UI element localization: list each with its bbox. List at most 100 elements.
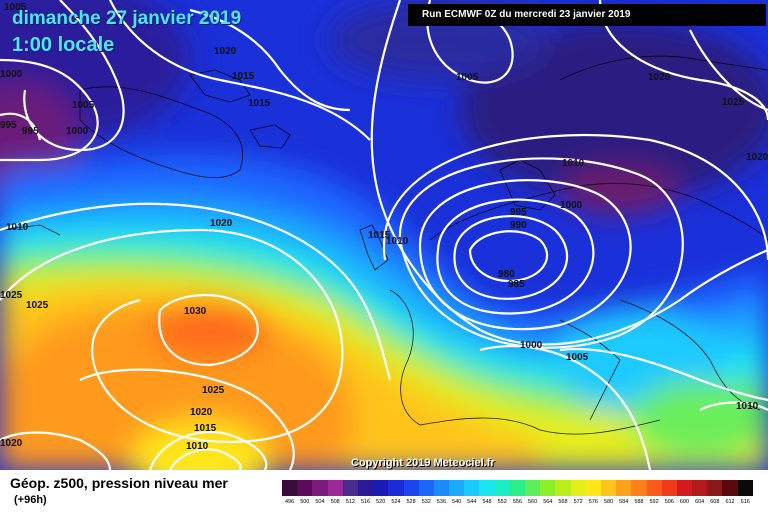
svg-text:1015: 1015 (194, 423, 217, 434)
color-scale-label: 512 (345, 499, 355, 505)
color-scale-label: 536 (436, 499, 447, 505)
svg-text:1010: 1010 (736, 401, 759, 412)
color-swatch (707, 480, 723, 496)
svg-text:1020: 1020 (0, 438, 23, 449)
color-scale-label: 604 (695, 499, 705, 505)
map-graphic: 1005 1000 995 995 1005 1000 1020 1015 10… (0, 0, 768, 470)
coastlines (0, 55, 768, 435)
color-scale-label: 516 (360, 499, 371, 505)
color-scale-label: 588 (634, 499, 644, 505)
svg-text:1020: 1020 (214, 46, 237, 57)
color-scale-label: 596 (664, 499, 674, 505)
map-title: Géop. z500, pression niveau mer (10, 475, 228, 491)
copyright-text: Copyright 2019 Meteociel.fr (351, 457, 495, 469)
color-scale-label: 496 (285, 499, 295, 505)
model-run-label: Run ECMWF 0Z du mercredi 23 janvier 2019 (408, 4, 766, 26)
color-swatch (433, 480, 450, 496)
weather-map: 1005 1000 995 995 1005 1000 1020 1015 10… (0, 0, 768, 470)
svg-text:1010: 1010 (386, 236, 409, 247)
color-swatch (676, 480, 693, 496)
color-scale-label: 608 (710, 499, 720, 505)
svg-text:1015: 1015 (232, 71, 255, 82)
color-swatch (661, 480, 677, 496)
color-scale-label: 568 (558, 499, 568, 505)
color-swatch (616, 480, 632, 496)
svg-text:1010: 1010 (6, 222, 29, 233)
isobars (0, 0, 768, 470)
color-scale-label: 548 (482, 499, 492, 505)
svg-text:980: 980 (498, 269, 515, 280)
geopotential-field (0, 0, 768, 470)
forecast-time: 1:00 locale (12, 34, 115, 56)
color-scale-label: 572 (573, 499, 583, 505)
color-swatch (646, 480, 662, 496)
color-scale-label: 560 (528, 499, 538, 505)
color-swatch (692, 480, 708, 496)
color-swatch (388, 480, 404, 496)
color-swatch (327, 480, 343, 496)
svg-text:990: 990 (510, 220, 527, 231)
color-swatch (449, 480, 465, 496)
color-swatch (342, 480, 358, 496)
color-swatch (722, 480, 738, 496)
isobar-labels: 1005 1000 995 995 1005 1000 1020 1015 10… (0, 2, 768, 452)
color-swatch (494, 480, 510, 496)
color-swatch (555, 480, 571, 496)
forecast-date: dimanche 27 janvier 2019 (12, 8, 242, 29)
color-scale-label: 616 (740, 499, 750, 505)
color-swatch (525, 480, 541, 496)
color-scale-label: 580 (603, 499, 614, 505)
color-scale-label: 592 (649, 499, 659, 505)
color-scale-label: 600 (679, 499, 690, 505)
color-scale-label: 540 (452, 499, 462, 505)
color-swatch (509, 480, 525, 496)
color-swatch (540, 480, 556, 496)
legend-bar: Géop. z500, pression niveau mer (+96h) 4… (0, 470, 768, 512)
color-swatch (585, 480, 601, 496)
svg-text:1020: 1020 (210, 218, 233, 229)
svg-text:985: 985 (508, 279, 525, 290)
svg-text:1005: 1005 (4, 2, 27, 13)
color-scale-label: 584 (619, 499, 629, 505)
svg-text:1000: 1000 (560, 200, 583, 211)
color-scale-label: 556 (512, 499, 522, 505)
svg-text:995: 995 (22, 126, 39, 137)
color-swatch (570, 480, 586, 496)
color-scale-label: 520 (376, 499, 386, 505)
color-scale-label: 564 (543, 499, 553, 505)
color-scale-label: 500 (300, 499, 310, 505)
svg-text:1025: 1025 (202, 385, 225, 396)
forecast-range: (+96h) (14, 494, 47, 506)
color-swatch (737, 480, 753, 496)
color-scale-label: 552 (497, 499, 507, 505)
svg-text:1030: 1030 (184, 306, 207, 317)
svg-text:1025: 1025 (0, 290, 23, 301)
color-swatch (600, 480, 617, 496)
color-scale-label: 612 (725, 499, 735, 505)
svg-text:1020: 1020 (746, 152, 768, 163)
svg-text:1020: 1020 (648, 72, 671, 83)
svg-text:1010: 1010 (186, 441, 209, 452)
svg-text:1025: 1025 (26, 300, 49, 311)
color-swatch (312, 480, 328, 496)
svg-text:1005: 1005 (566, 352, 589, 363)
svg-text:1025: 1025 (722, 97, 745, 108)
svg-text:1005: 1005 (456, 72, 479, 83)
color-swatch (403, 480, 419, 496)
color-scale-label: 544 (467, 499, 477, 505)
svg-text:1010: 1010 (562, 158, 585, 169)
color-scale-label: 528 (406, 499, 416, 505)
svg-text:1015: 1015 (248, 98, 271, 109)
color-scale-label: 508 (330, 499, 340, 505)
svg-text:1000: 1000 (520, 340, 543, 351)
color-swatch (631, 480, 647, 496)
svg-text:1015: 1015 (368, 230, 391, 241)
color-swatch (418, 480, 434, 496)
color-scale-label: 524 (391, 499, 401, 505)
color-scale-label: 576 (588, 499, 598, 505)
color-swatch (297, 480, 313, 496)
color-scale-label: 532 (421, 499, 431, 505)
svg-text:1000: 1000 (66, 126, 89, 137)
color-swatch (282, 480, 298, 496)
color-swatch (357, 480, 374, 496)
